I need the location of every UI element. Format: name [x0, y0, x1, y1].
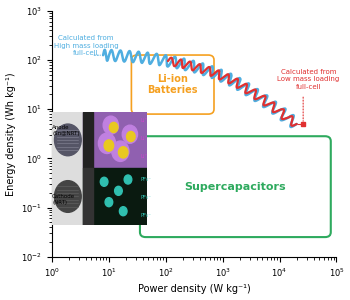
- FancyBboxPatch shape: [131, 55, 214, 114]
- Text: Li-ion
Batteries: Li-ion Batteries: [147, 74, 198, 95]
- Text: Cathode
(NRT): Cathode (NRT): [52, 194, 75, 205]
- Text: Calculated from
High mass loading
full-cell: Calculated from High mass loading full-c…: [54, 35, 118, 56]
- FancyBboxPatch shape: [140, 136, 331, 237]
- Text: Anode
(Sn@NRT): Anode (Sn@NRT): [52, 125, 80, 136]
- X-axis label: Power density (W kg⁻¹): Power density (W kg⁻¹): [138, 284, 251, 294]
- Text: Calculated from
Low mass loading
full-cell: Calculated from Low mass loading full-ce…: [277, 69, 339, 90]
- Y-axis label: Energy density (Wh kg⁻¹): Energy density (Wh kg⁻¹): [6, 72, 15, 196]
- Text: Supercapacitors: Supercapacitors: [184, 182, 286, 192]
